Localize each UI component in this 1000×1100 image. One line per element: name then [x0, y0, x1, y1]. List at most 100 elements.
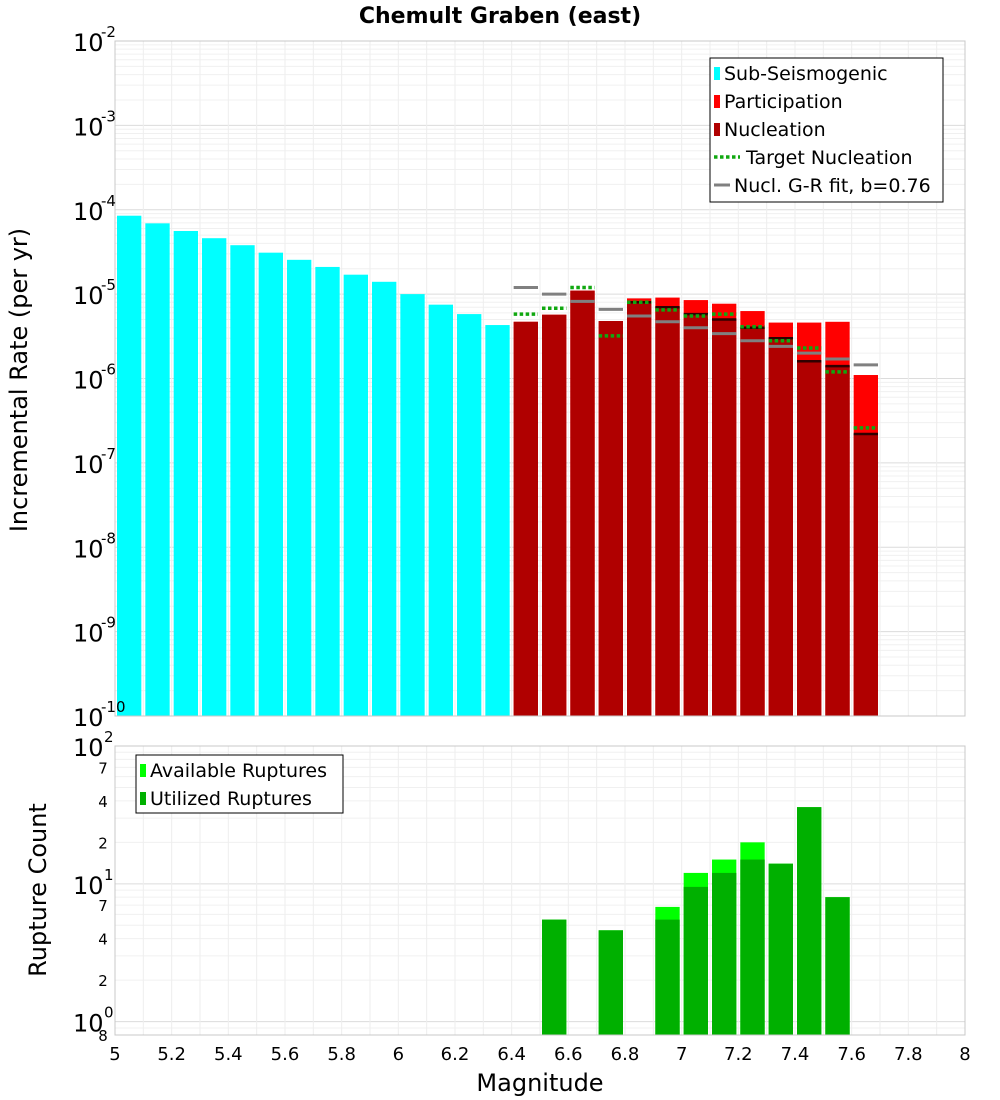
legend-swatch [140, 792, 146, 805]
y-tick-exponent: -2 [101, 23, 116, 41]
x-tick-label: 6 [393, 1044, 404, 1065]
bottom-y-minor-tick-label: 7 [98, 897, 108, 915]
bottom-y-minor-tick-label: 2 [98, 834, 108, 852]
nucleation-bar [513, 321, 538, 716]
sub-seismogenic-bar [315, 266, 340, 716]
sub-seismogenic-bar [400, 294, 425, 716]
y-tick-exponent: -3 [101, 107, 116, 125]
top-y-tick-label: 10-9 [73, 614, 116, 648]
x-tick-label: 5 [109, 1044, 120, 1065]
bottom-y-minor-tick-label: 4 [98, 931, 108, 949]
x-tick-label: 8 [959, 1044, 970, 1065]
legend-entry: Nucl. G-R fit, b=0.76 [714, 175, 931, 197]
y-tick-exponent: -8 [101, 529, 116, 547]
nucleation-bar [712, 319, 737, 716]
nucleation-bar [740, 327, 765, 716]
y-tick-exponent: 1 [104, 866, 114, 884]
sub-seismogenic-bar [428, 304, 453, 716]
x-tick-label: 5.8 [327, 1044, 356, 1065]
sub-seismogenic-bar [173, 230, 198, 716]
y-tick-base: 10 [73, 872, 104, 900]
sub-seismogenic-bar [230, 245, 255, 717]
nucleation-bar [570, 290, 595, 716]
y-tick-exponent: 2 [104, 728, 114, 746]
legend-label: Nucl. G-R fit, b=0.76 [734, 175, 931, 197]
utilized-ruptures-bar [683, 886, 708, 1035]
utilized-ruptures-bar [797, 807, 822, 1035]
bottom-y-minor-tick-label: 7 [98, 759, 108, 777]
legend-entry: Nucleation [714, 119, 826, 141]
legend-swatch [140, 764, 146, 777]
bottom-y-minor-tick-label: 8 [98, 1027, 108, 1045]
utilized-ruptures-bar [768, 863, 793, 1035]
sub-seismogenic-bar [372, 281, 397, 716]
legend-entry: Sub-Seismogenic [714, 63, 888, 85]
legend-label: Participation [724, 91, 843, 113]
top-y-tick-label: 10-7 [73, 445, 116, 479]
legend-swatch [714, 123, 720, 136]
x-tick-label: 6.8 [611, 1044, 640, 1065]
top-y-axis-label: Incremental Rate (per yr) [5, 228, 33, 532]
nucleation-bar [825, 366, 850, 716]
y-tick-base: 10 [73, 535, 104, 563]
top-y-tick-label: 10-6 [73, 361, 116, 395]
y-tick-base: 10 [73, 113, 104, 141]
sub-seismogenic-bar [117, 215, 142, 717]
y-tick-exponent: -4 [101, 192, 116, 210]
x-tick-label: 7.4 [781, 1044, 810, 1065]
legend-entry: Available Ruptures [140, 760, 327, 782]
rate-plot-panel: 10-1010-910-810-710-610-510-410-310-2Sub… [73, 23, 966, 732]
x-tick-label: 5.4 [214, 1044, 243, 1065]
nucleation-bar [542, 314, 567, 716]
utilized-ruptures-bar [542, 919, 567, 1035]
y-tick-base: 10 [73, 367, 104, 395]
bottom-y-axis-label: Rupture Count [24, 803, 52, 977]
legend-label: Nucleation [724, 119, 826, 141]
top-plot-frame [114, 40, 966, 717]
sub-seismogenic-bar [145, 223, 170, 716]
utilized-ruptures-bar [740, 859, 765, 1035]
y-tick-base: 10 [73, 734, 104, 762]
sub-seismogenic-bar [202, 238, 227, 716]
bottom-plot-frame [114, 745, 966, 1036]
x-tick-label: 7.6 [837, 1044, 866, 1065]
utilized-ruptures-bar [825, 897, 850, 1035]
nucleation-bar [683, 314, 708, 716]
y-tick-base: 10 [73, 451, 104, 479]
bottom-y-major-tick-label: 10 2 [73, 728, 114, 762]
nucleation-bar [853, 433, 878, 716]
y-tick-base: 10 [73, 29, 104, 57]
legend-entry: Participation [714, 91, 843, 113]
top-y-tick-label: 10-5 [73, 276, 116, 310]
x-tick-label: 7 [676, 1044, 687, 1065]
nucleation-bar [655, 307, 680, 716]
legend-swatch [714, 67, 720, 80]
y-tick-exponent: -9 [101, 614, 116, 632]
legend-entry: Target Nucleation [714, 147, 913, 169]
bottom-legend-box [135, 754, 344, 814]
x-tick-label: 7.2 [724, 1044, 753, 1065]
bottom-y-minor-tick-label: 4 [98, 793, 108, 811]
y-tick-exponent: -10 [101, 698, 126, 716]
x-tick-label: 7.8 [894, 1044, 923, 1065]
top-y-tick-label: 10-8 [73, 529, 116, 563]
x-tick-label: 5.6 [271, 1044, 300, 1065]
chart-title: Chemult Graben (east) [359, 4, 641, 29]
utilized-ruptures-bar [712, 872, 737, 1035]
nucleation-bar [768, 338, 793, 716]
sub-seismogenic-bar [343, 274, 368, 716]
sub-seismogenic-bar [457, 314, 482, 716]
x-tick-label: 6.2 [441, 1044, 470, 1065]
bottom-y-major-tick-label: 10 0 [73, 1004, 114, 1038]
nucleation-bar [797, 361, 822, 716]
legend-label: Sub-Seismogenic [724, 63, 888, 85]
x-tick-label: 5.2 [157, 1044, 186, 1065]
top-legend-box [709, 57, 944, 203]
utilized-ruptures-bar [655, 919, 680, 1035]
top-y-tick-label: 10-4 [73, 192, 116, 226]
utilized-ruptures-bar [598, 930, 623, 1035]
bottom-y-major-tick-label: 10 1 [73, 866, 114, 900]
y-tick-exponent: -6 [101, 361, 116, 379]
y-tick-base: 10 [73, 704, 104, 732]
